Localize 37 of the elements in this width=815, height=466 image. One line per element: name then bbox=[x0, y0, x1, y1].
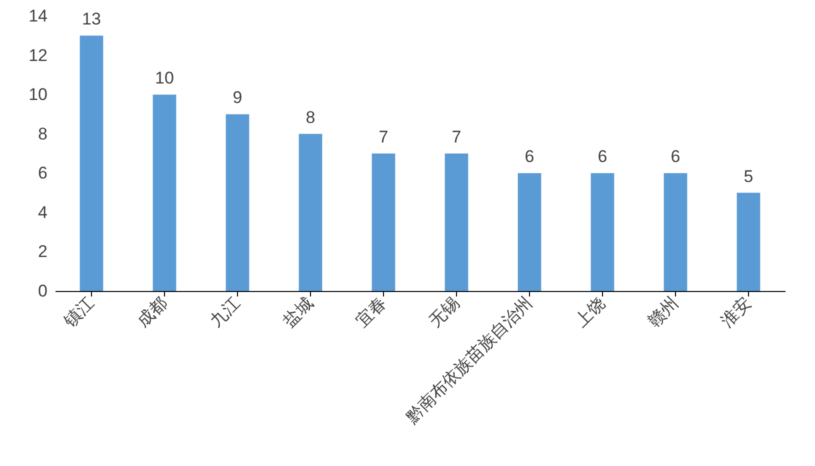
data-label: 13 bbox=[82, 10, 101, 29]
x-tick-label: 淮安 bbox=[717, 293, 755, 331]
y-tick-label: 8 bbox=[38, 124, 48, 144]
data-label: 6 bbox=[670, 147, 680, 166]
data-label: 5 bbox=[744, 166, 754, 186]
bar bbox=[518, 173, 542, 291]
data-label: 6 bbox=[524, 147, 534, 166]
bar bbox=[226, 114, 250, 291]
y-tick-label: 4 bbox=[38, 202, 48, 222]
y-tick-label: 6 bbox=[38, 164, 48, 183]
x-tick-label: 盐城 bbox=[279, 293, 317, 331]
bar bbox=[298, 134, 322, 291]
y-tick-label: 12 bbox=[28, 46, 48, 65]
x-tick-label: 成都 bbox=[133, 293, 171, 331]
data-label: 7 bbox=[378, 128, 388, 146]
x-tick-label: 镇江 bbox=[60, 293, 98, 332]
bar bbox=[736, 192, 760, 291]
bar bbox=[444, 154, 468, 291]
data-label: 7 bbox=[452, 128, 462, 146]
bar bbox=[372, 154, 396, 291]
x-tick-label: 无锡 bbox=[425, 293, 463, 331]
x-tick-label: 宜春 bbox=[352, 293, 390, 331]
x-tick-label: 赣州 bbox=[644, 293, 682, 331]
x-tick-label: 上饶 bbox=[571, 293, 609, 331]
bar bbox=[152, 94, 176, 291]
bar bbox=[664, 173, 688, 291]
data-label: 9 bbox=[232, 88, 242, 108]
data-label: 10 bbox=[155, 68, 174, 88]
y-tick-label: 0 bbox=[38, 282, 48, 300]
bar bbox=[590, 173, 614, 291]
bar bbox=[80, 36, 104, 291]
data-label: 8 bbox=[306, 108, 316, 127]
y-tick-label: 10 bbox=[28, 85, 48, 104]
data-label: 6 bbox=[598, 147, 608, 166]
y-tick-label: 2 bbox=[38, 242, 48, 262]
x-tick-label: 九江 bbox=[206, 293, 244, 331]
y-tick-label: 14 bbox=[28, 6, 48, 26]
